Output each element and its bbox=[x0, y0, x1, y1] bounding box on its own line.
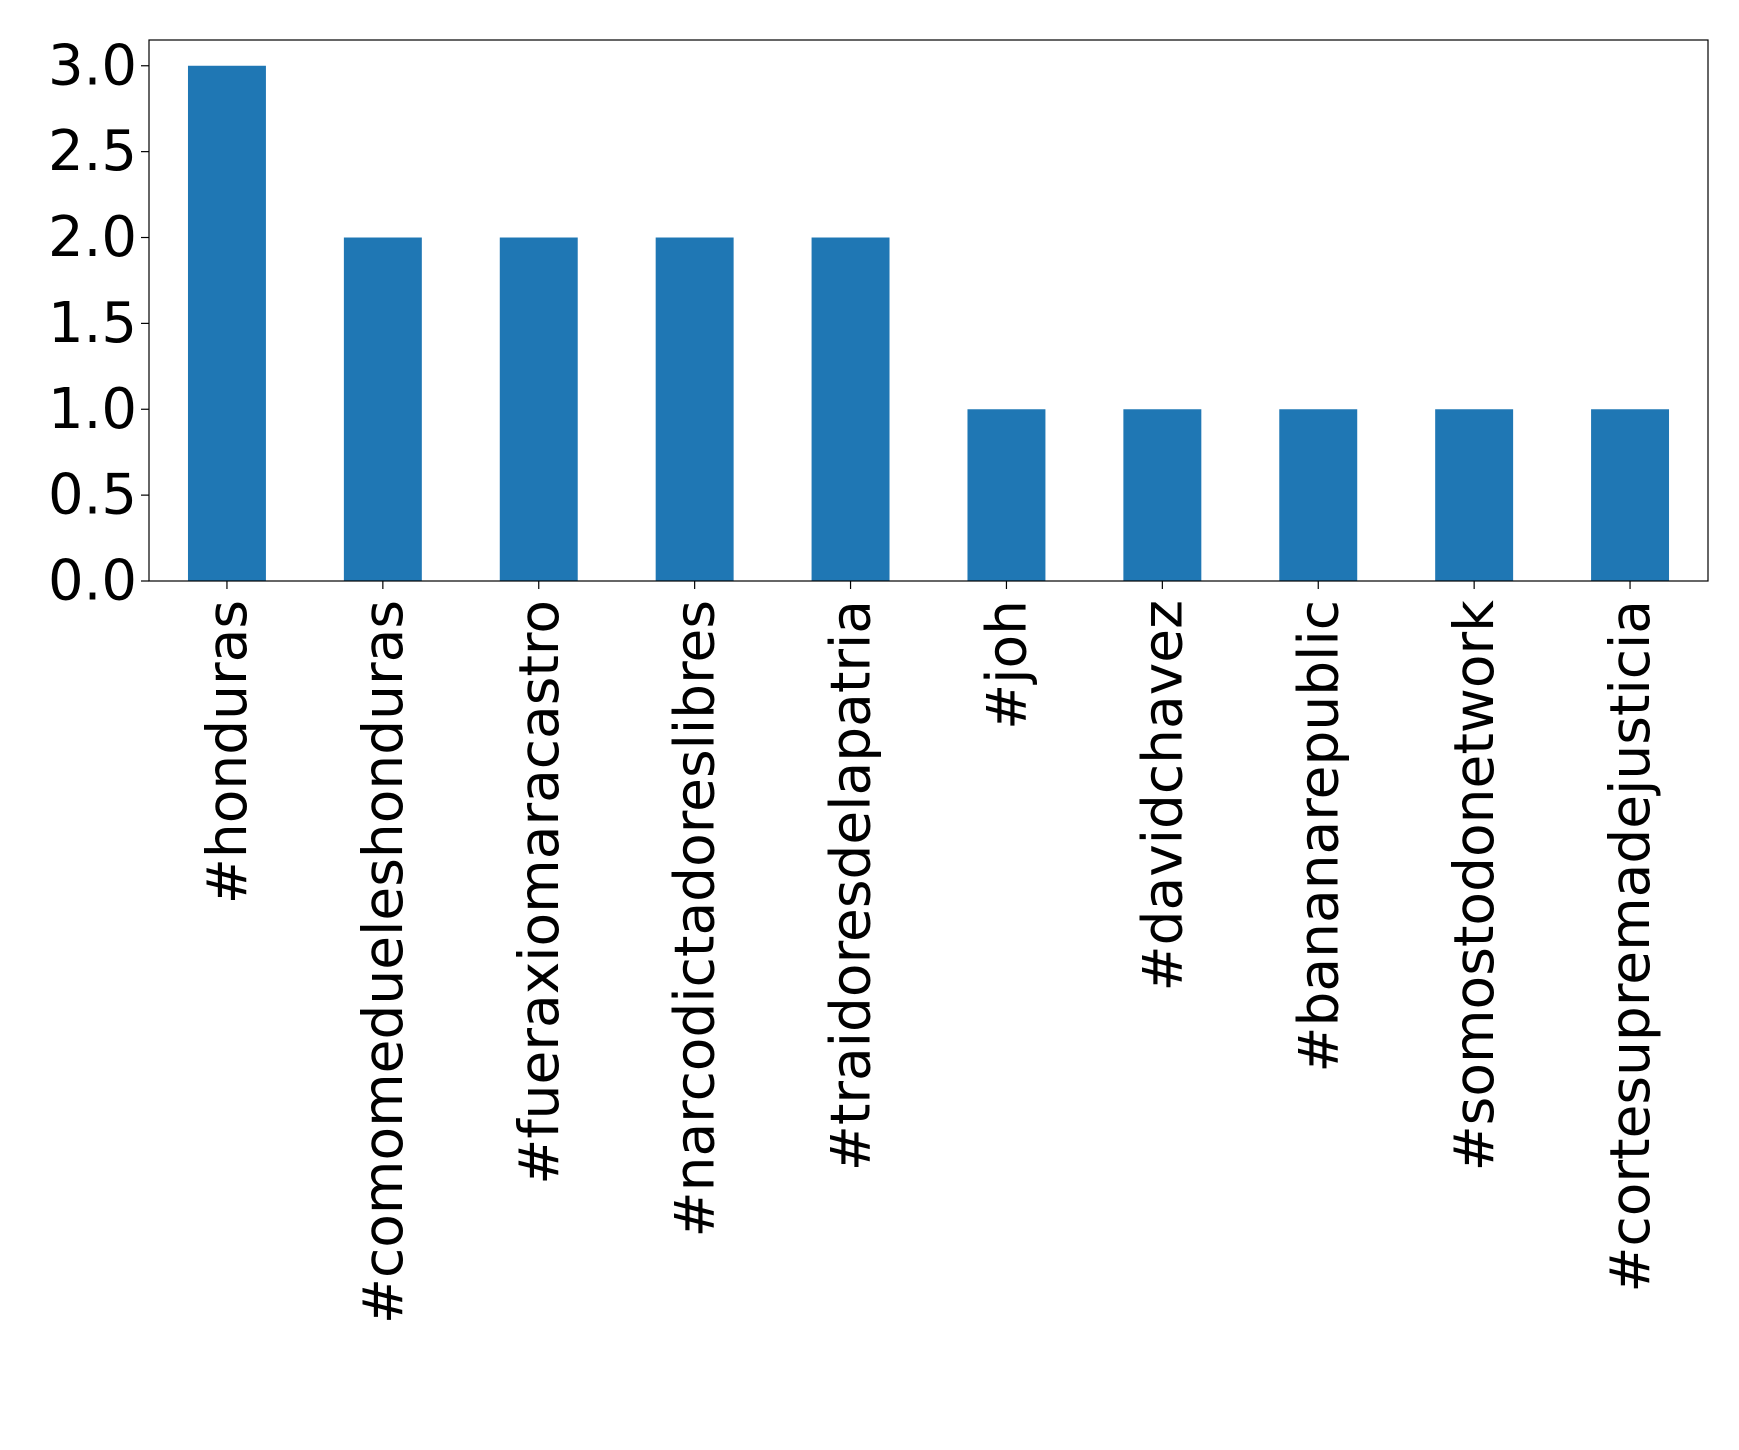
bar bbox=[1435, 409, 1514, 581]
plot-frame bbox=[148, 39, 1709, 582]
y-tick-label: 1.0 bbox=[48, 377, 137, 442]
y-tick-label: 0.5 bbox=[48, 463, 137, 528]
x-tick-label: #cortesupremadejusticia bbox=[1598, 600, 1662, 1293]
bar bbox=[1123, 409, 1202, 581]
y-tick-label: 2.0 bbox=[48, 205, 137, 270]
x-tick-label: #traidoresdelapatria bbox=[819, 600, 883, 1171]
x-tick-label: #honduras bbox=[195, 600, 259, 904]
bar bbox=[1591, 409, 1670, 581]
x-tick-label: #somostodonetwork bbox=[1442, 600, 1506, 1172]
x-tick-label: #narcodictadoreslibres bbox=[663, 600, 727, 1237]
bar bbox=[187, 65, 266, 581]
y-tick-label: 1.5 bbox=[48, 291, 137, 356]
x-tick-label: #davidchavez bbox=[1130, 600, 1194, 992]
bar bbox=[499, 237, 578, 581]
bar bbox=[343, 237, 422, 581]
bar bbox=[811, 237, 890, 581]
y-tick-label: 3.0 bbox=[48, 33, 137, 98]
y-tick-label: 0.0 bbox=[48, 549, 137, 614]
x-tick-label: #joh bbox=[974, 600, 1038, 730]
x-tick-label: #fueraxiomaracastro bbox=[507, 600, 571, 1185]
x-tick-label: #bananarepublic bbox=[1286, 600, 1350, 1073]
bar bbox=[655, 237, 734, 581]
bar bbox=[1279, 409, 1358, 581]
y-tick-label: 2.5 bbox=[48, 119, 137, 184]
x-tick-label: #comomedueleshonduras bbox=[351, 600, 415, 1324]
bar bbox=[967, 409, 1046, 581]
